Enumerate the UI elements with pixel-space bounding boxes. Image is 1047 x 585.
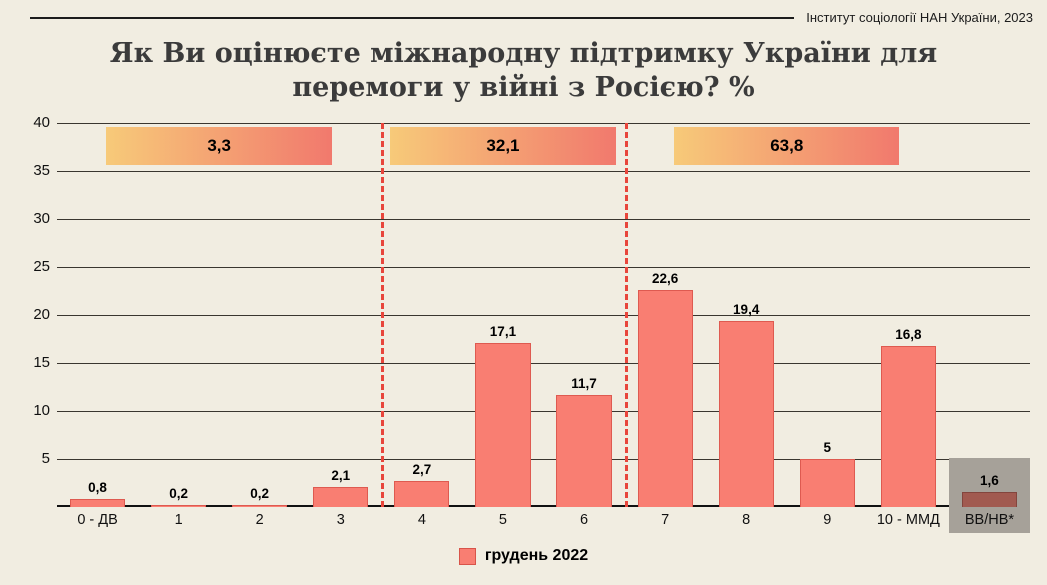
group-separator bbox=[381, 123, 385, 508]
group-badge: 32,1 bbox=[390, 127, 616, 166]
x-tick-label: 0 - ДВ bbox=[77, 512, 118, 529]
x-tick-label: 4 bbox=[417, 512, 426, 529]
x-tick-label: 10 - ММД bbox=[876, 512, 940, 529]
gridline bbox=[57, 459, 1030, 461]
infographic-page: Інститут соціології НАН України, 2023 Як… bbox=[0, 0, 1047, 565]
x-tick-label: ВВ/НВ* bbox=[964, 512, 1015, 529]
y-tick-label: 35 bbox=[33, 162, 50, 180]
gridline bbox=[57, 267, 1030, 269]
x-tick-label: 8 bbox=[742, 512, 751, 529]
legend-label: грудень 2022 bbox=[484, 547, 589, 565]
bar-value-label: 0,2 bbox=[169, 486, 188, 502]
gridline bbox=[57, 219, 1030, 221]
chart-title: Як Ви оцінюєте міжнародну підтримку Укра… bbox=[109, 38, 938, 104]
gridline bbox=[57, 411, 1030, 413]
bar-1 bbox=[151, 505, 207, 508]
bar-value-label: 1,6 bbox=[980, 472, 999, 488]
bar-value-label: 5 bbox=[823, 440, 832, 456]
y-tick-label: 25 bbox=[33, 258, 50, 276]
bar-9 bbox=[799, 459, 855, 508]
group-badge: 63,8 bbox=[674, 127, 900, 166]
gridline bbox=[57, 505, 1030, 508]
legend: грудень 2022 bbox=[0, 547, 1047, 565]
source-credit: Інститут соціології НАН України, 2023 bbox=[806, 10, 1033, 25]
bar-7 bbox=[637, 290, 693, 508]
bar-value-label: 0,2 bbox=[250, 486, 270, 502]
bar-3 bbox=[313, 486, 369, 508]
bar-value-label: 22,6 bbox=[651, 271, 679, 287]
bar-5 bbox=[475, 342, 531, 508]
bar-value-label: 11,7 bbox=[571, 375, 597, 391]
top-rule bbox=[30, 16, 795, 19]
bar-4 bbox=[394, 481, 450, 508]
bar-8 bbox=[718, 320, 774, 508]
x-tick-label: 1 bbox=[174, 512, 183, 529]
group-separator bbox=[624, 123, 628, 508]
group-badge: 3,3 bbox=[106, 127, 332, 166]
y-tick-label: 30 bbox=[33, 210, 50, 228]
gridline bbox=[57, 123, 1030, 125]
bar-ВВ/НВ* bbox=[961, 491, 1017, 508]
bar-0 - ДВ bbox=[69, 499, 126, 508]
x-tick-label: 9 bbox=[823, 512, 832, 529]
y-tick-label: 20 bbox=[33, 306, 50, 324]
x-tick-label: 2 bbox=[255, 512, 264, 529]
x-tick-label: 7 bbox=[661, 512, 670, 529]
gridline bbox=[57, 363, 1030, 365]
y-tick-label: 10 bbox=[33, 402, 50, 420]
bar-10 - ММД bbox=[880, 345, 936, 508]
top-bar: Інститут соціології НАН України, 2023 bbox=[0, 0, 1047, 25]
gridline bbox=[57, 171, 1030, 173]
x-tick-label: 5 bbox=[498, 512, 507, 529]
plot-area: 3,3 32,1 63,8 0,8 0,2 0,2 2,1 2,7 17,1 11,7 22,6 19… bbox=[57, 123, 1030, 534]
bar-value-label: 19,4 bbox=[733, 301, 760, 317]
bar-6 bbox=[556, 394, 612, 508]
y-tick-label: 40 bbox=[33, 114, 50, 132]
bar-value-label: 17,1 bbox=[489, 323, 517, 339]
bar-value-label: 2,7 bbox=[412, 462, 432, 478]
bar-value-label: 2,1 bbox=[331, 467, 351, 483]
bar-chart: 3,3 32,1 63,8 0,8 0,2 0,2 2,1 2,7 17,1 11,7 22,6 19… bbox=[16, 114, 1031, 537]
bar-value-label: 16,8 bbox=[895, 326, 922, 342]
x-tick-label: 6 bbox=[580, 512, 589, 529]
bar-2 bbox=[232, 505, 288, 508]
x-tick-label: 3 bbox=[336, 512, 345, 529]
gridline bbox=[57, 315, 1030, 317]
y-tick-label: 5 bbox=[41, 450, 50, 468]
bar-value-label: 0,8 bbox=[88, 480, 107, 496]
y-tick-label: 15 bbox=[33, 354, 50, 372]
legend-swatch bbox=[458, 547, 476, 565]
